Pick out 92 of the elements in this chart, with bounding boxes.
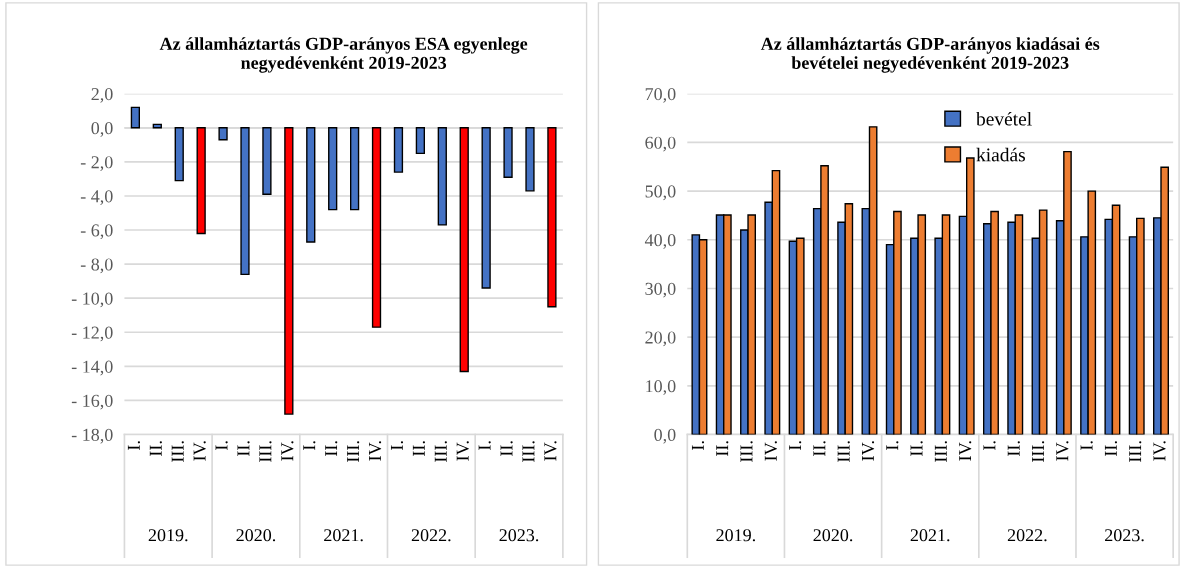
y-tick-label: - 8,0 xyxy=(80,258,113,274)
x-tick-label: I. xyxy=(983,441,996,450)
text: 2022. xyxy=(1007,529,1047,542)
text: 2019. xyxy=(148,529,188,542)
x-tick-label: II. xyxy=(237,441,250,456)
bar xyxy=(306,127,316,243)
chart-title: Az államháztartás GDP-arányos kiadásai és bevételei negyedévenként 2019-2023 xyxy=(760,37,1100,73)
x-tick-label: IV. xyxy=(544,441,557,461)
bar xyxy=(284,127,294,415)
bar xyxy=(393,127,404,173)
x-tick-label: III. xyxy=(837,441,850,462)
y-tick-label: 40,0 xyxy=(644,234,676,249)
x-tick-label: II. xyxy=(325,441,338,456)
x-tick-label: I. xyxy=(215,441,228,450)
x-tick-label: II. xyxy=(500,441,513,456)
y-tick-label: 60,0 xyxy=(645,136,676,152)
x-tick-label: IV. xyxy=(764,441,777,461)
x-tick-label: I. xyxy=(691,441,705,450)
bar xyxy=(240,127,250,276)
x-tick-label: IV. xyxy=(862,441,875,461)
bar xyxy=(547,127,557,308)
x-tick-label: III. xyxy=(1129,441,1142,462)
x-tick-label: I. xyxy=(127,441,140,450)
y-tick-label: 20,0 xyxy=(645,331,676,347)
y-tick-label: - 2,0 xyxy=(80,156,113,171)
x-tick-label: II. xyxy=(716,441,729,456)
x-tick-label: II. xyxy=(1007,441,1020,456)
x-tick-label: II. xyxy=(813,441,826,456)
x-tick-label: I. xyxy=(886,441,899,450)
bar xyxy=(196,127,206,235)
y-tick-label: - 4,0 xyxy=(80,190,113,205)
x-tick-label: II. xyxy=(149,441,162,456)
legend-label: bevétel xyxy=(976,111,1032,126)
text: 2023. xyxy=(499,529,539,542)
x-tick-label: IV. xyxy=(1056,441,1069,461)
text: 2022. xyxy=(411,529,451,542)
text: 2020. xyxy=(813,529,853,542)
x-tick-label: III. xyxy=(522,441,535,462)
y-tick-label: 30,0 xyxy=(645,282,676,298)
y-tick-label: 2,0 xyxy=(91,87,113,103)
y-tick-label: 10,0 xyxy=(646,380,676,395)
y-tick-label: - 10,0 xyxy=(71,292,113,308)
x-tick-label: III. xyxy=(347,441,360,462)
y-tick-label: 70,0 xyxy=(645,87,676,103)
x-tick-label: IV. xyxy=(959,441,972,461)
y-tick-label: - 14,0 xyxy=(71,360,113,376)
x-tick-label: II. xyxy=(412,441,425,456)
x-tick-label: III. xyxy=(259,441,272,462)
x-tick-label: I. xyxy=(1080,441,1093,450)
legend-label: kiadás xyxy=(976,147,1025,162)
x-tick-label: IV. xyxy=(281,441,294,461)
bar xyxy=(437,127,447,226)
bar xyxy=(525,127,535,192)
bar xyxy=(130,106,141,129)
x-tick-label: I. xyxy=(303,441,316,450)
text: 2019. xyxy=(716,529,756,542)
y-tick-label: 0,0 xyxy=(91,122,113,137)
x-tick-label: II. xyxy=(1104,441,1118,456)
x-tick-label: IV. xyxy=(1153,441,1166,461)
text: 2021. xyxy=(910,529,950,542)
bar xyxy=(503,127,513,178)
x-tick-label: II. xyxy=(910,441,923,456)
y-tick-label: - 12,0 xyxy=(71,326,113,342)
text: 2021. xyxy=(324,529,363,542)
x-tick-label: I. xyxy=(789,441,802,450)
x-tick-label: I. xyxy=(478,441,491,450)
x-tick-label: IV. xyxy=(369,441,382,461)
y-tick-label: - 6,0 xyxy=(80,224,113,240)
bar xyxy=(218,127,228,141)
bar xyxy=(371,127,382,328)
x-tick-label: III. xyxy=(434,441,447,462)
x-tick-label: IV. xyxy=(193,441,206,461)
x-tick-label: III. xyxy=(1032,441,1045,462)
y-tick-label: 0,0 xyxy=(654,428,676,444)
x-tick-label: I. xyxy=(390,441,404,450)
x-tick-label: III. xyxy=(171,441,184,462)
bar xyxy=(459,127,469,373)
text: 2023. xyxy=(1105,529,1144,542)
bar xyxy=(328,127,338,211)
y-tick-label: - 18,0 xyxy=(71,428,113,444)
y-tick-label: 50,0 xyxy=(645,185,676,201)
text: 2020. xyxy=(236,529,276,542)
chart-title: Az államháztartás GDP-arányos ESA egyenlege negyedévenként 2019-2023 xyxy=(159,37,528,73)
bar xyxy=(415,127,426,155)
x-tick-label: IV. xyxy=(456,441,469,461)
bar xyxy=(349,127,360,211)
x-tick-label: III. xyxy=(740,441,753,462)
bar xyxy=(174,127,184,182)
bar xyxy=(262,127,272,195)
y-tick-label: - 16,0 xyxy=(71,394,113,410)
bar xyxy=(481,127,491,289)
x-tick-label: III. xyxy=(934,441,947,462)
